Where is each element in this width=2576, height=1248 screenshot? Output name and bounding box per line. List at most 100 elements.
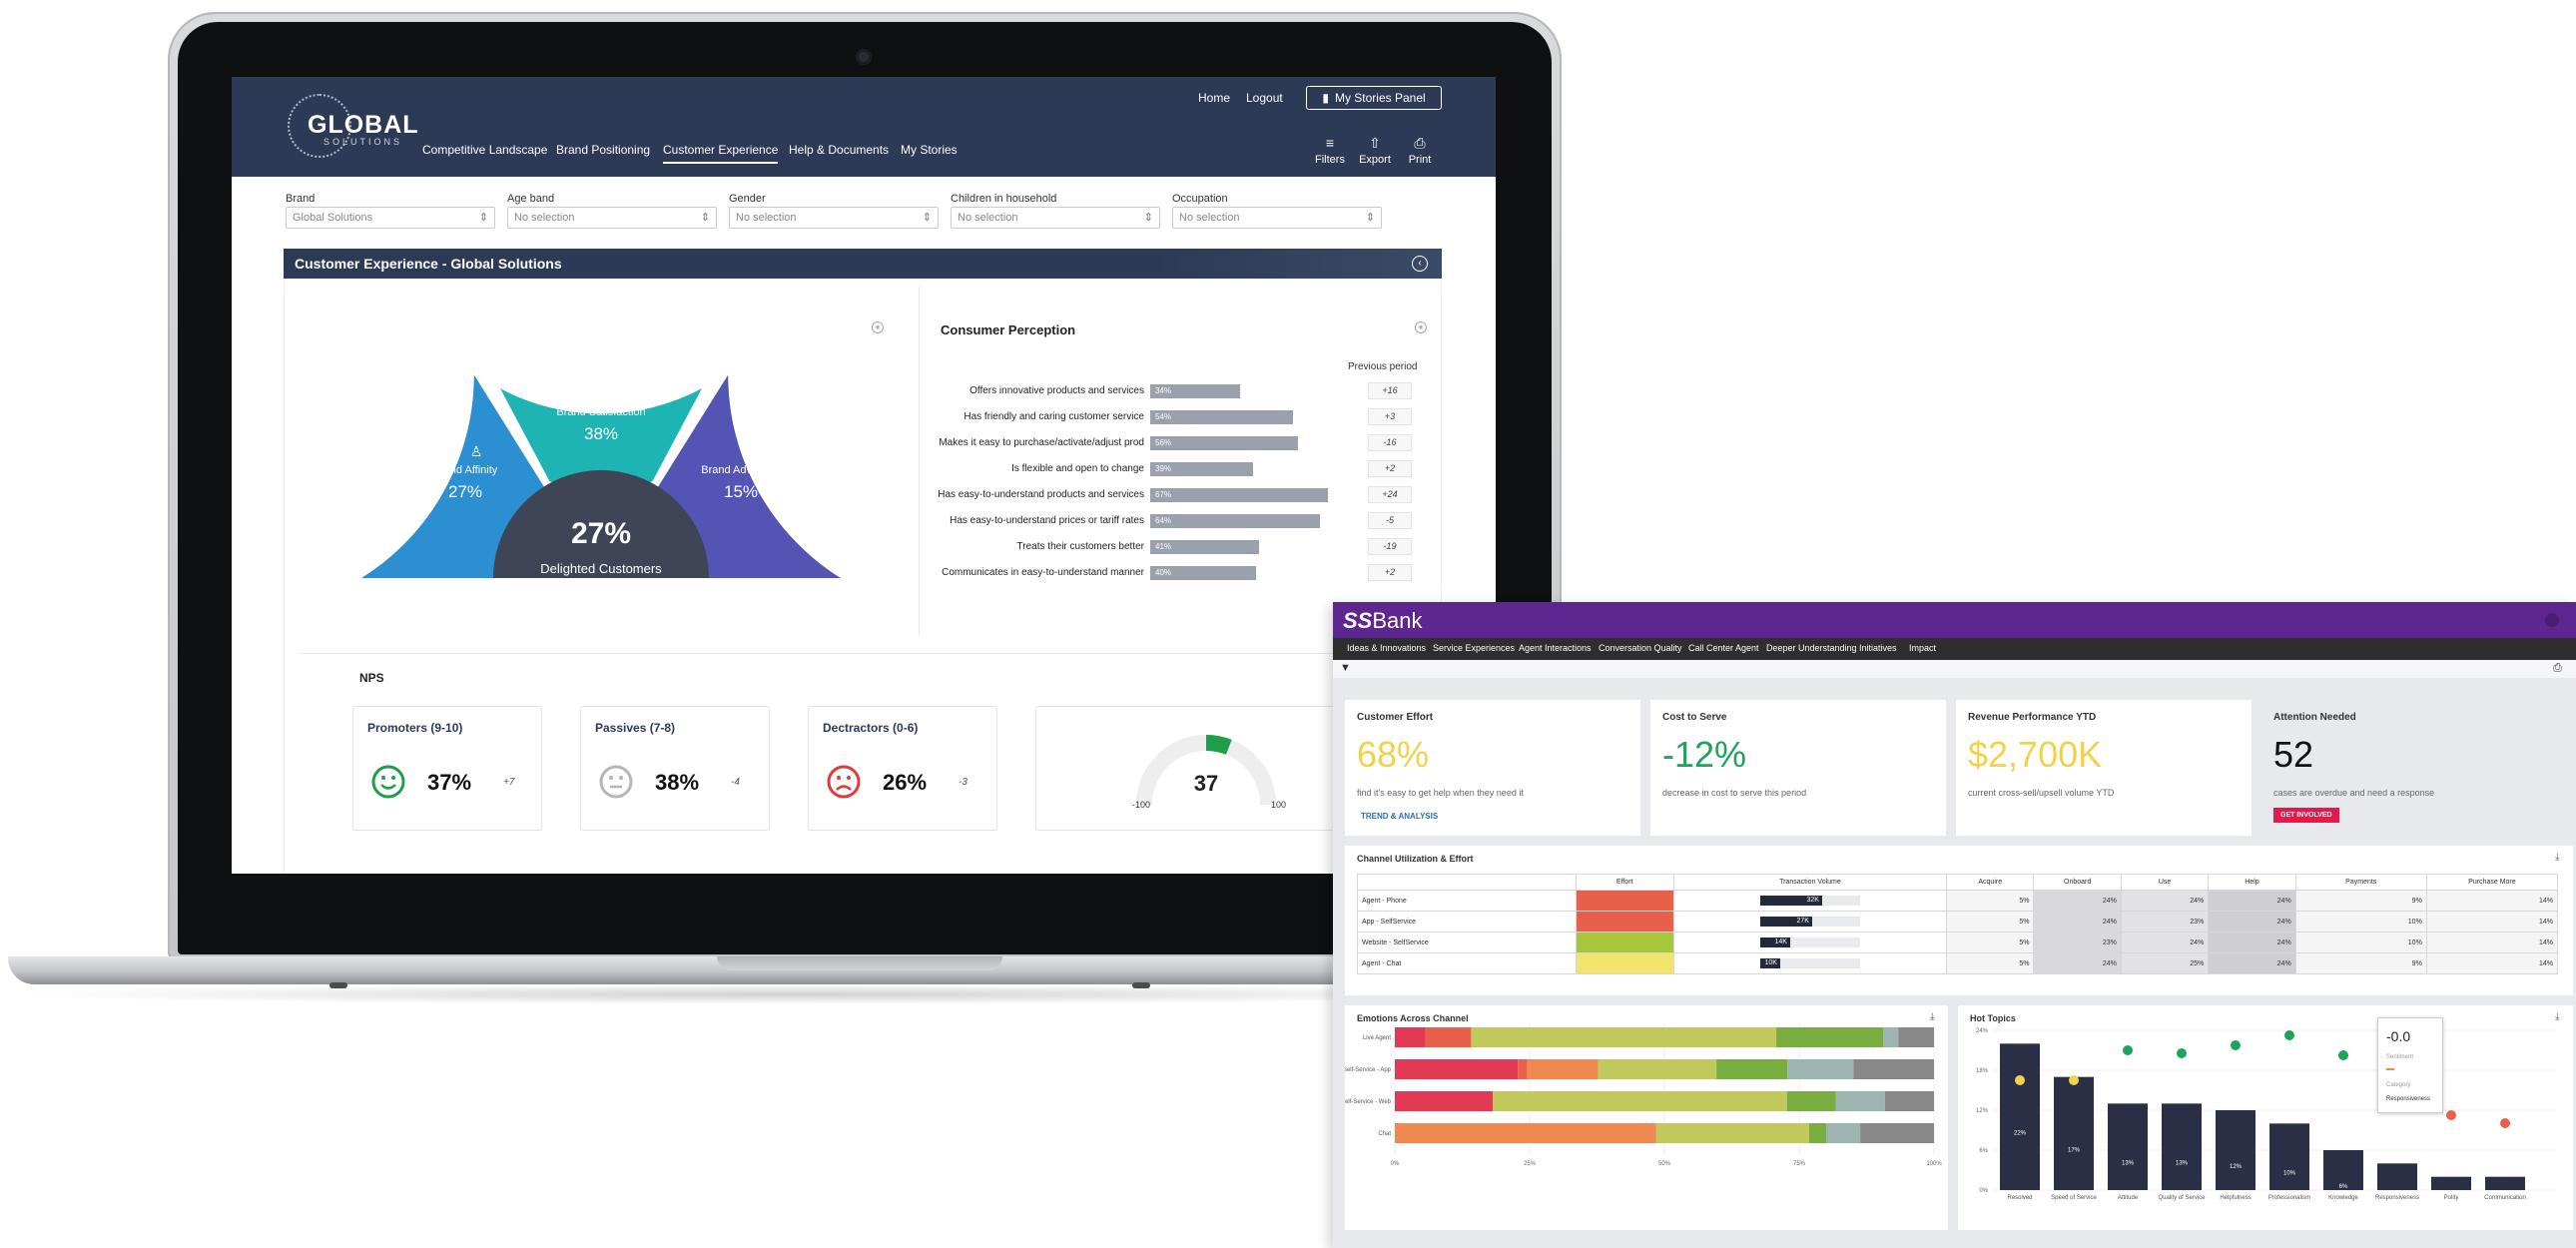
nav-brand-positioning[interactable]: Brand Positioning (556, 143, 651, 157)
column-header[interactable]: Effort (1575, 874, 1674, 891)
emotion-segment[interactable] (1826, 1123, 1861, 1143)
sentiment-dot[interactable] (2284, 1030, 2294, 1040)
emotion-segment[interactable] (1716, 1059, 1788, 1079)
column-header[interactable]: Use (2120, 874, 2210, 891)
filter-select-brand[interactable]: Global Solutions ⇕ (286, 207, 495, 229)
topic-bar[interactable] (2269, 1123, 2309, 1190)
bank-nav-ideas[interactable]: Ideas & Innovations (1347, 643, 1427, 653)
my-stories-panel-button[interactable]: ▮ My Stories Panel (1306, 86, 1442, 110)
nps-score-card[interactable]: 37 -100 100 (1035, 706, 1365, 831)
collapse-icon[interactable]: ‹ (1412, 256, 1428, 272)
kpi-customer-effort[interactable]: Customer Effort 68% find it's easy to ge… (1345, 700, 1640, 836)
column-header[interactable]: Transaction Volume (1672, 874, 1948, 891)
bank-logo[interactable]: SSBank (1343, 608, 1423, 634)
filter-select-children[interactable]: No selection ⇕ (951, 207, 1160, 229)
sentiment-dot[interactable] (2123, 1045, 2133, 1055)
sentiment-dot[interactable] (2069, 1075, 2079, 1085)
filter-icon[interactable]: ▼ (1340, 662, 1351, 674)
print-icon[interactable]: ⎙ (2553, 662, 2562, 674)
table-row[interactable]: Agent - Phone 32K 5% 24% 24% 24% 9% 14% (1357, 890, 2559, 912)
promoters-card[interactable]: Promoters (9-10) 37% +7 (352, 706, 542, 831)
bank-nav-agent-interactions[interactable]: Agent Interactions (1519, 643, 1592, 653)
emotion-segment[interactable] (1395, 1059, 1519, 1079)
emotion-segment[interactable] (1395, 1027, 1426, 1047)
emotion-segment[interactable] (1655, 1123, 1809, 1143)
emotion-segment[interactable] (1598, 1059, 1717, 1079)
column-header[interactable] (1357, 874, 1577, 891)
detractors-card[interactable]: Dectractors (0-6) 26% -3 (808, 706, 997, 831)
delighted-customers-center[interactable] (493, 470, 709, 578)
passives-card[interactable]: Passives (7-8) 38% -4 (580, 706, 770, 831)
table-row[interactable]: Website - SelfService 14K 5% 23% 24% 24% 10% 14… (1357, 932, 2559, 953)
nav-competitive-landscape[interactable]: Competitive Landscape (422, 143, 548, 157)
column-header[interactable]: Acquire (1946, 874, 2035, 891)
emotion-segment[interactable] (1395, 1123, 1656, 1143)
emotion-segment[interactable] (1884, 1091, 1934, 1111)
kpi-attention-needed[interactable]: Attention Needed 52 cases are overdue an… (2261, 700, 2557, 836)
sentiment-dot[interactable] (2338, 1050, 2348, 1060)
topic-bar[interactable] (2162, 1103, 2202, 1190)
bank-nav-conversation-quality[interactable]: Conversation Quality (1599, 643, 1682, 653)
kpi-revenue-performance[interactable]: Revenue Performance YTD $2,700K current … (1956, 700, 2252, 836)
topic-bar[interactable] (2054, 1076, 2094, 1190)
brand-affinity-segment[interactable] (361, 374, 551, 578)
emotion-segment[interactable] (1853, 1059, 1934, 1079)
brand-advocacy-segment[interactable] (651, 374, 841, 578)
emotion-segment[interactable] (1471, 1027, 1777, 1047)
topic-bar[interactable] (2431, 1176, 2471, 1190)
perception-bar[interactable]: 34% (1150, 384, 1241, 398)
bank-nav-initiatives[interactable]: Initiatives (1859, 643, 1897, 653)
table-row[interactable]: App - SelfService 27K 5% 24% 23% 24% 10% 14% (1357, 911, 2559, 933)
trend-analysis-link[interactable]: TREND & ANALYSIS (1361, 812, 1439, 821)
download-icon[interactable]: ⤓ (2555, 852, 2560, 863)
emotion-segment[interactable] (1787, 1059, 1854, 1079)
get-involved-button[interactable]: GET INVOLVED (2273, 808, 2339, 823)
download-icon[interactable]: ⤓ (2555, 1011, 2560, 1022)
filter-select-gender[interactable]: No selection ⇕ (729, 207, 939, 229)
perception-bar[interactable]: 40% (1150, 566, 1256, 580)
topic-bar[interactable] (2323, 1150, 2363, 1190)
emotion-segment[interactable] (1808, 1123, 1826, 1143)
nav-help-documents[interactable]: Help & Documents (789, 143, 890, 157)
download-icon[interactable]: ⤓ (1930, 1011, 1935, 1022)
emotion-segment[interactable] (1395, 1091, 1494, 1111)
settings-icon[interactable]: ● (1415, 321, 1427, 333)
sentiment-dot[interactable] (2500, 1118, 2510, 1128)
sentiment-dot[interactable] (2446, 1110, 2456, 1120)
column-header[interactable]: Help (2208, 874, 2296, 891)
column-header[interactable]: Onboard (2033, 874, 2122, 891)
perception-bar[interactable]: 54% (1150, 410, 1294, 424)
export-button[interactable]: ⇧ Export (1355, 135, 1395, 166)
topic-bar[interactable] (2000, 1043, 2040, 1190)
nav-my-stories[interactable]: My Stories (901, 143, 958, 157)
emotion-segment[interactable] (1860, 1123, 1934, 1143)
column-header[interactable]: Purchase More (2425, 874, 2559, 891)
emotion-segment[interactable] (1518, 1059, 1528, 1079)
perception-bar[interactable]: 39% (1150, 462, 1254, 476)
emotion-segment[interactable] (1835, 1091, 1885, 1111)
kpi-cost-to-serve[interactable]: Cost to Serve -12% decrease in cost to s… (1650, 700, 1946, 836)
emotion-segment[interactable] (1898, 1027, 1934, 1047)
brand-satisfaction-segment[interactable] (500, 388, 702, 494)
perception-bar[interactable]: 41% (1150, 540, 1259, 554)
sentiment-dot[interactable] (2231, 1040, 2241, 1050)
emotion-segment[interactable] (1425, 1027, 1472, 1047)
perception-bar[interactable]: 64% (1150, 514, 1320, 528)
home-link[interactable]: Home (1198, 91, 1231, 105)
logout-link[interactable]: Logout (1246, 91, 1283, 105)
filter-select-occupation[interactable]: No selection ⇕ (1172, 207, 1382, 229)
nav-customer-experience[interactable]: Customer Experience (663, 143, 779, 164)
filter-select-age-band[interactable]: No selection ⇕ (507, 207, 717, 229)
topic-bar[interactable] (2377, 1163, 2417, 1190)
emotion-segment[interactable] (1883, 1027, 1899, 1047)
bank-nav-deeper-understanding[interactable]: Deeper Understanding (1766, 643, 1857, 653)
perception-bar[interactable]: 56% (1150, 436, 1299, 450)
topic-bar[interactable] (2216, 1110, 2255, 1190)
filters-button[interactable]: ≡ Filters (1310, 135, 1350, 166)
column-header[interactable]: Payments (2294, 874, 2427, 891)
sentiment-dot[interactable] (2177, 1048, 2187, 1058)
topic-bar[interactable] (2108, 1103, 2148, 1190)
bank-nav-call-center-agent[interactable]: Call Center Agent (1688, 643, 1759, 653)
emotion-segment[interactable] (1786, 1091, 1836, 1111)
emotion-segment[interactable] (1776, 1027, 1884, 1047)
